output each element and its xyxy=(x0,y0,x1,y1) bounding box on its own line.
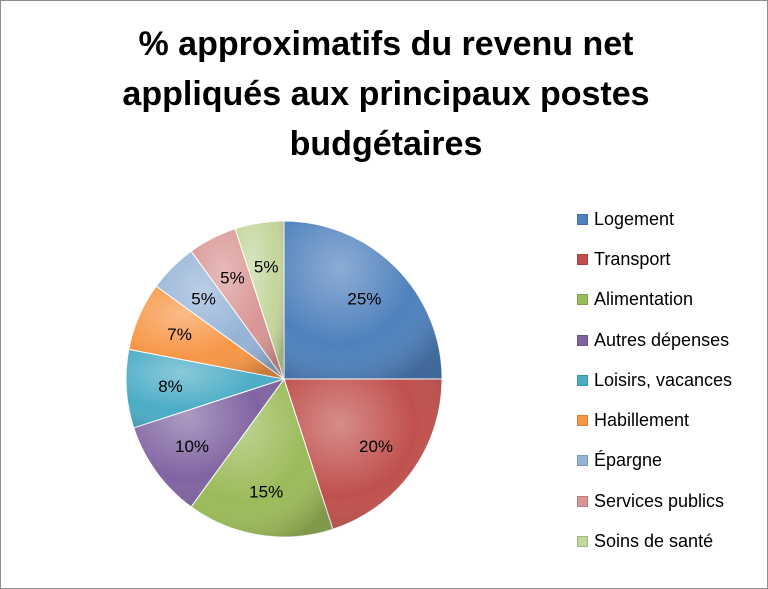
legend-swatch xyxy=(577,213,588,225)
legend-label: Épargne xyxy=(594,450,663,471)
legend-item: Logement xyxy=(577,199,762,239)
pie-slices xyxy=(125,220,443,538)
legend-swatch xyxy=(577,495,588,507)
chart-title-line-2: appliqués aux principaux postes xyxy=(122,75,650,113)
pie-slice-shade-6 xyxy=(128,286,284,379)
pie-slice-shade-2 xyxy=(284,379,442,530)
pie-value-label-6: 7% xyxy=(167,325,192,344)
chart-title-line-1: % approximatifs du revenu net xyxy=(138,25,634,63)
pie-slice-shade-4 xyxy=(133,379,284,507)
pie-slice-shade-9 xyxy=(235,220,284,379)
legend-swatch xyxy=(577,455,588,467)
legend-item: Loisirs, vacances xyxy=(577,360,762,400)
legend-label: Logement xyxy=(594,208,675,229)
pie-slice-shade-7 xyxy=(156,251,284,379)
legend-swatch xyxy=(577,253,588,265)
legend: Logement Transport Alimentation Autres dépe… xyxy=(577,199,762,562)
legend-label: Loisirs, vacances xyxy=(594,369,733,390)
legend-item: Services publics xyxy=(577,481,762,521)
pie-value-label-3: 15% xyxy=(249,482,283,501)
pie-value-label-9: 5% xyxy=(254,258,279,277)
pie-slice-shade-5 xyxy=(125,349,284,428)
pie-slice-shade-8 xyxy=(191,228,284,379)
legend-item: Soins de santé xyxy=(577,521,762,561)
chart-title: % approximatifs du revenu net appliqués … xyxy=(41,19,731,169)
chart-title-line-3: budgétaires xyxy=(289,125,483,163)
legend-item: Alimentation xyxy=(577,280,762,320)
legend-label: Services publics xyxy=(594,490,725,511)
pie-value-labels: 25%20%15%10%8%7%5%5%5% xyxy=(158,258,393,502)
legend-swatch xyxy=(577,334,588,346)
pie-value-label-7: 5% xyxy=(191,290,216,309)
pie-slice-shade-1 xyxy=(284,221,442,379)
pie-value-label-4: 10% xyxy=(175,437,209,456)
legend-swatch xyxy=(577,374,588,386)
legend-swatch xyxy=(577,536,588,548)
legend-item: Épargne xyxy=(577,441,762,481)
pie-value-label-1: 25% xyxy=(347,290,381,309)
legend-swatch xyxy=(577,294,588,306)
pie-value-label-5: 8% xyxy=(158,377,183,396)
legend-swatch xyxy=(577,415,588,427)
legend-label: Habillement xyxy=(594,410,690,431)
legend-label: Autres dépenses xyxy=(594,329,730,350)
pie-value-label-8: 5% xyxy=(220,269,245,288)
legend-label: Soins de santé xyxy=(594,531,714,552)
pie-slice-shade-3 xyxy=(191,379,333,537)
legend-label: Transport xyxy=(594,248,671,269)
legend-item: Transport xyxy=(577,239,762,279)
legend-item: Habillement xyxy=(577,400,762,440)
legend-label: Alimentation xyxy=(594,289,694,310)
pie-value-label-2: 20% xyxy=(359,437,393,456)
legend-item: Autres dépenses xyxy=(577,320,762,360)
